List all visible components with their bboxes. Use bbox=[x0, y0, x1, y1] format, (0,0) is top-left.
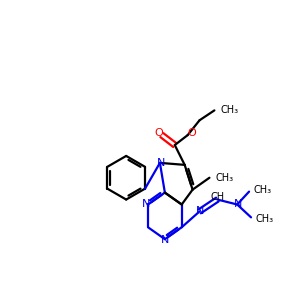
Text: N: N bbox=[157, 158, 165, 168]
Text: N: N bbox=[234, 200, 242, 209]
Text: O: O bbox=[154, 128, 163, 138]
Text: CH: CH bbox=[210, 192, 224, 202]
Text: N: N bbox=[196, 206, 205, 216]
Text: CH₃: CH₃ bbox=[253, 184, 271, 195]
Text: N: N bbox=[161, 235, 169, 245]
Text: N: N bbox=[142, 200, 150, 209]
Text: CH₃: CH₃ bbox=[255, 214, 273, 224]
Text: O: O bbox=[187, 128, 196, 138]
Text: CH₃: CH₃ bbox=[215, 173, 233, 183]
Text: CH₃: CH₃ bbox=[220, 105, 238, 116]
